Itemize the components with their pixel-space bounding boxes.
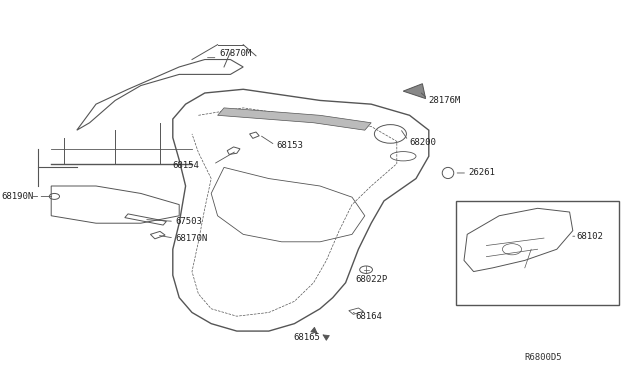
Text: 68022P: 68022P: [355, 275, 387, 283]
Text: 68153: 68153: [276, 141, 303, 150]
Text: 68154: 68154: [173, 161, 200, 170]
Text: 68200: 68200: [410, 138, 436, 147]
Polygon shape: [403, 84, 426, 99]
Text: 68164: 68164: [355, 312, 382, 321]
Text: 67503: 67503: [175, 217, 202, 226]
Text: 67870M: 67870M: [219, 49, 251, 58]
Text: 68102: 68102: [576, 232, 603, 241]
Text: 68170N: 68170N: [175, 234, 207, 243]
Text: 68190N: 68190N: [1, 192, 33, 201]
Text: 26261: 26261: [468, 169, 495, 177]
Text: 28176M: 28176M: [429, 96, 461, 105]
Polygon shape: [218, 108, 371, 130]
Text: R6800D5: R6800D5: [525, 353, 563, 362]
Bar: [456, 201, 619, 305]
Text: 68165: 68165: [293, 333, 320, 341]
